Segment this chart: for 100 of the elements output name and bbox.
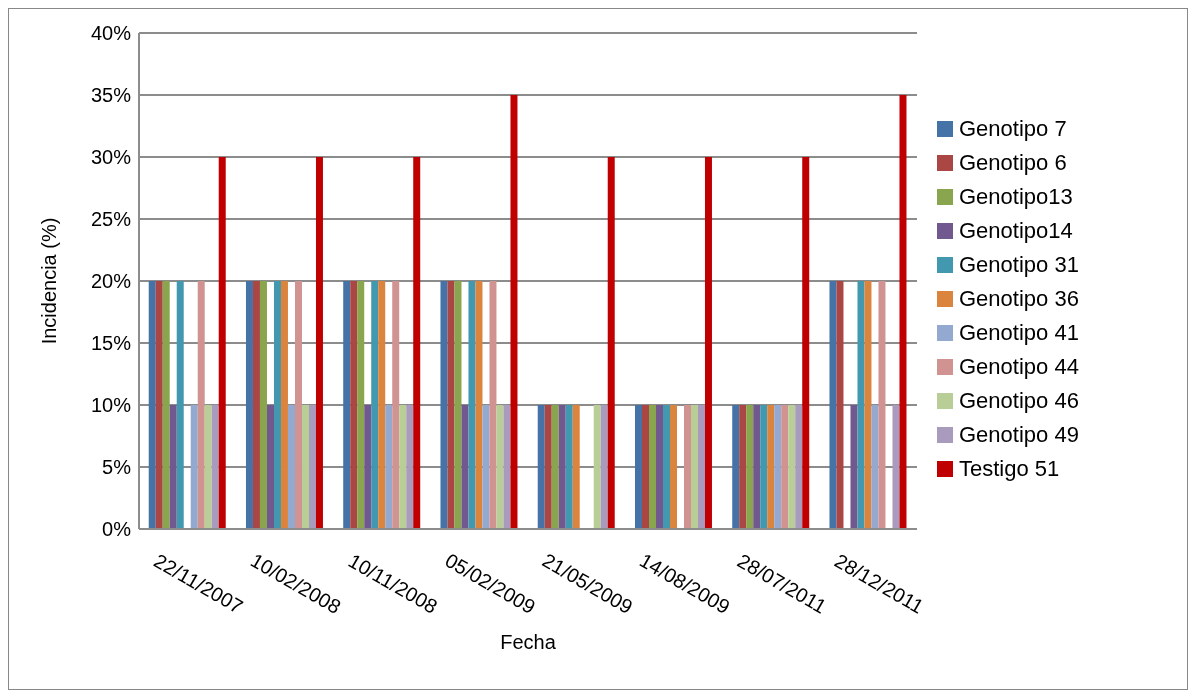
x-axis-title: Fecha (500, 631, 557, 653)
bar (461, 405, 469, 529)
bar (197, 281, 205, 529)
bar (892, 405, 900, 529)
bar (413, 157, 421, 529)
y-tick-label: 5% (102, 456, 132, 479)
legend-label: Genotipo14 (959, 217, 1073, 245)
y-axis-title: Incidencia (%) (38, 217, 61, 345)
bar (301, 405, 309, 529)
bar (697, 405, 705, 529)
bar (857, 281, 865, 529)
legend-label: Genotipo 6 (959, 149, 1067, 177)
y-tick-label: 20% (90, 270, 132, 293)
bar (482, 405, 490, 529)
bar (690, 405, 698, 529)
bar (781, 405, 789, 529)
bar (155, 281, 163, 529)
bar (774, 405, 782, 529)
bar (829, 281, 837, 529)
bar (802, 157, 810, 529)
bar (350, 281, 358, 529)
bar (503, 405, 511, 529)
bar (558, 405, 566, 529)
legend-label: Genotipo13 (959, 183, 1073, 211)
y-tick-label: 10% (90, 394, 132, 417)
bar (148, 281, 156, 529)
bar (406, 405, 414, 529)
legend-label: Genotipo 36 (959, 285, 1079, 313)
bar (273, 281, 281, 529)
bar (252, 281, 260, 529)
bar (634, 405, 642, 529)
legend-label: Genotipo 44 (959, 353, 1079, 381)
bar (489, 281, 497, 529)
bar (641, 405, 649, 529)
bar (572, 405, 580, 529)
bar (392, 281, 400, 529)
bar (204, 405, 212, 529)
bar (280, 281, 288, 529)
bar (266, 405, 274, 529)
bar (294, 281, 302, 529)
bar (753, 405, 761, 529)
bar (746, 405, 754, 529)
bar (169, 405, 177, 529)
bar (878, 281, 886, 529)
y-tick-label: 35% (90, 84, 132, 107)
bar (454, 281, 462, 529)
bar (315, 157, 323, 529)
bar (364, 405, 372, 529)
legend-label: Genotipo 49 (959, 421, 1079, 449)
bar (871, 405, 879, 529)
y-tick-label: 30% (90, 146, 132, 169)
bar (371, 281, 379, 529)
bar (496, 405, 504, 529)
bar (440, 281, 448, 529)
bar (760, 405, 768, 529)
bar (287, 405, 295, 529)
bar (607, 157, 615, 529)
bar (357, 281, 365, 529)
bar (176, 281, 184, 529)
legend-label: Genotipo 31 (959, 251, 1079, 279)
bar (385, 405, 393, 529)
bar (378, 281, 386, 529)
y-tick-label: 40% (90, 22, 132, 45)
bar (245, 281, 253, 529)
bar (767, 405, 775, 529)
bar (795, 405, 803, 529)
bar (190, 405, 198, 529)
bar (732, 405, 740, 529)
bar (899, 95, 907, 529)
bar (600, 405, 608, 529)
bar (308, 405, 316, 529)
bar (655, 405, 663, 529)
bar (510, 95, 518, 529)
bar (475, 281, 483, 529)
y-tick-label: 25% (90, 208, 132, 231)
bar (593, 405, 601, 529)
bar (343, 281, 351, 529)
y-tick-label: 0% (102, 518, 132, 541)
legend-label: Genotipo 41 (959, 319, 1079, 347)
bar (669, 405, 677, 529)
bar (683, 405, 691, 529)
bar (788, 405, 796, 529)
legend-label: Genotipo 46 (959, 387, 1079, 415)
bar (864, 281, 872, 529)
bar (537, 405, 545, 529)
bar (162, 281, 170, 529)
bar (218, 157, 226, 529)
bar (836, 281, 844, 529)
bar (850, 405, 858, 529)
bar (565, 405, 573, 529)
bar (468, 281, 476, 529)
bar (648, 405, 656, 529)
bar (259, 281, 267, 529)
bar (399, 405, 407, 529)
bar (662, 405, 670, 529)
bar (447, 281, 455, 529)
legend-label: Testigo 51 (959, 455, 1060, 483)
y-tick-label: 15% (90, 332, 132, 355)
bar (551, 405, 559, 529)
bar (211, 405, 219, 529)
